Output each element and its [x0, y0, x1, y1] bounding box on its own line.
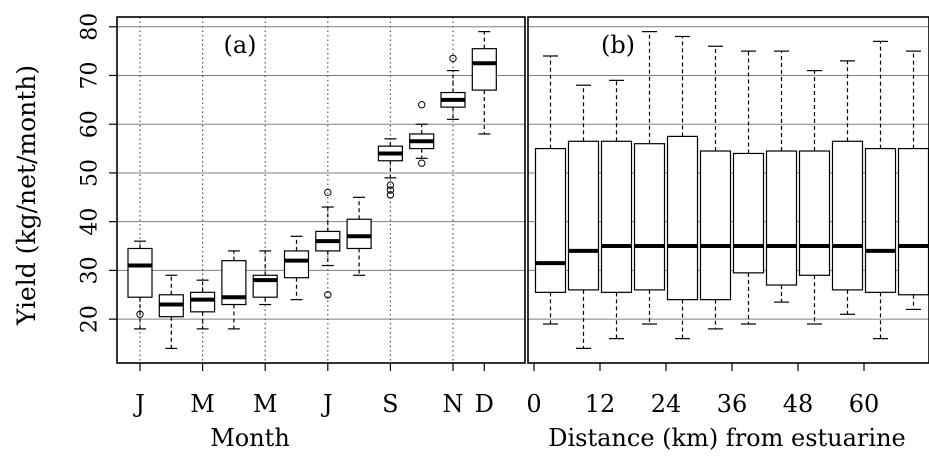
- panel-frame: [116, 16, 526, 364]
- box-iqr: [699, 150, 732, 301]
- x-tick-label: J: [320, 390, 333, 418]
- y-tick-label: 20: [78, 305, 103, 333]
- box-iqr: [798, 150, 831, 276]
- x-tick-label: 12: [585, 390, 616, 418]
- box-iqr: [190, 291, 216, 313]
- outlier-point: [418, 101, 426, 109]
- x-axis-title: Distance (km) from estuarine: [548, 424, 906, 452]
- box-iqr: [831, 140, 864, 291]
- y-axis-title: Yield (kg/net/month): [12, 65, 41, 326]
- x-tick-label: N: [443, 390, 464, 418]
- y-tick-label: 30: [78, 256, 103, 284]
- box-iqr: [765, 150, 798, 286]
- x-tick-label: M: [190, 390, 215, 418]
- x-tick-label: J: [132, 390, 145, 418]
- box-iqr: [567, 140, 600, 291]
- x-axis-title: Month: [210, 424, 290, 452]
- x-tick-label: S: [382, 390, 398, 418]
- box-iqr: [346, 218, 372, 250]
- outlier-point: [386, 191, 395, 199]
- panel-a: (a) J M M J S N D Month: [116, 16, 526, 452]
- x-tick-label: M: [253, 390, 278, 418]
- shared-y-axis: 20 30 40 50 60 70 80: [78, 13, 117, 333]
- panel-b: (b) 0 12 24 36 48 60 Distance (km) from estuari…: [526, 16, 929, 452]
- outlier-point: [386, 186, 395, 194]
- y-tick-label: 50: [78, 159, 103, 187]
- x-tick-label: D: [475, 390, 494, 418]
- box-iqr: [633, 143, 666, 291]
- outlier-point: [418, 159, 426, 167]
- box-iqr: [471, 48, 497, 91]
- box-iqr: [864, 147, 897, 293]
- box-iqr: [127, 247, 153, 298]
- x-tick-label: 24: [651, 390, 682, 418]
- x-tick-label: 60: [849, 390, 880, 418]
- y-tick-label: 60: [78, 110, 103, 138]
- box-iqr: [283, 250, 310, 279]
- outlier-point: [136, 310, 144, 318]
- box-iqr: [666, 135, 699, 301]
- y-tick-label: 70: [78, 61, 103, 89]
- x-tick-label: 48: [783, 390, 814, 418]
- x-tick-label: 36: [717, 390, 748, 418]
- box-iqr: [732, 152, 765, 274]
- panel-label: (b): [601, 31, 635, 59]
- panel-frame: [527, 16, 929, 364]
- outlier-point: [449, 54, 457, 63]
- y-tick-label: 80: [78, 13, 103, 41]
- y-tick-label: 40: [78, 208, 103, 236]
- box-iqr: [897, 147, 929, 296]
- box-iqr: [534, 147, 567, 293]
- x-tick-label: 0: [526, 390, 541, 418]
- box-iqr: [600, 140, 633, 293]
- outlier-point: [386, 181, 395, 189]
- outlier-point: [324, 188, 332, 197]
- outlier-point: [324, 291, 332, 299]
- panel-label: (a): [223, 31, 256, 59]
